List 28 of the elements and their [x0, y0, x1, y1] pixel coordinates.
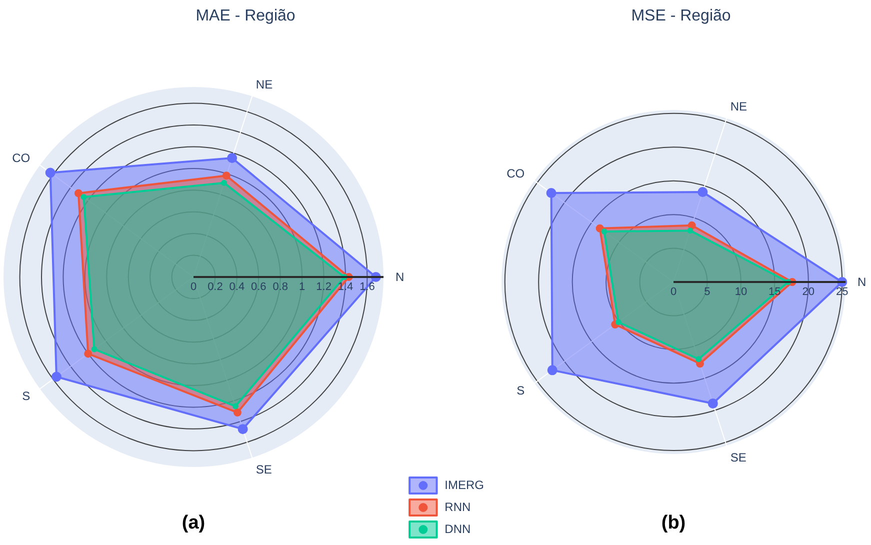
text: (a) [182, 512, 206, 534]
y-tick-label: 1.6 [360, 280, 375, 293]
y-tick-label: 1 [299, 280, 306, 293]
y-tick-label: 5 [704, 286, 710, 298]
chart-title: MSE - Região [631, 8, 731, 24]
chart-title: MAE - Região [196, 8, 296, 24]
y-tick-label: 0.2 [208, 280, 223, 293]
y-tick-label: 0 [670, 286, 677, 298]
spoke-label: NE [730, 100, 748, 114]
spoke-label: CO [12, 151, 30, 166]
spoke-label: CO [506, 166, 525, 181]
spoke-label: SE [256, 462, 272, 476]
y-tick-label: 0 [190, 280, 197, 293]
y-tick-label: 0.8 [272, 280, 288, 293]
y-tick-label: 1.2 [316, 280, 332, 293]
legend-label: DNN [444, 522, 471, 536]
y-tick-label: 10 [734, 286, 748, 298]
spoke-label: S [516, 383, 525, 398]
spoke-label: S [22, 388, 30, 403]
legend-label: RNN [444, 500, 471, 514]
spoke-label: N [396, 270, 404, 284]
legend-label: IMERG [444, 478, 484, 492]
text: (b) [661, 512, 686, 534]
y-tick-label: 0.4 [229, 280, 245, 293]
spoke-label: N [858, 274, 866, 289]
spoke-label: NE [256, 77, 273, 92]
spoke-label: SE [730, 450, 746, 464]
y-tick-label: 0.6 [250, 280, 266, 293]
